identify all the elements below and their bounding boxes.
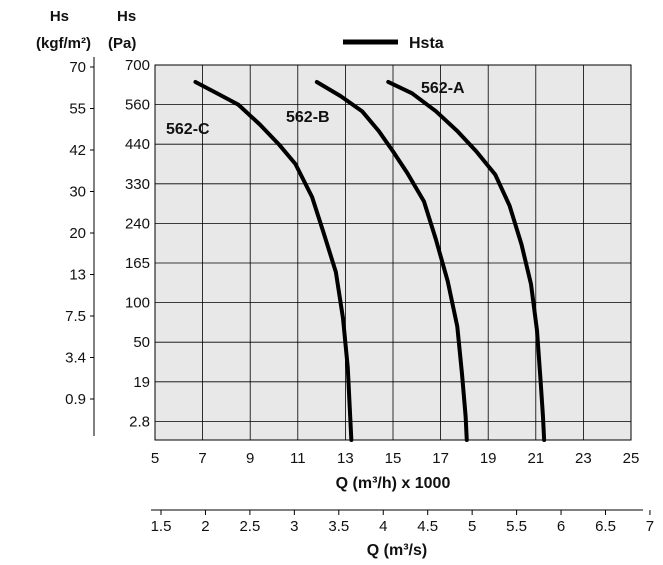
secondary-tick-label: 5 — [468, 518, 476, 535]
x-axis-label: Q (m³/h) x 1000 — [336, 475, 451, 492]
secondary-tick-label: 1.5 — [151, 518, 172, 535]
secondary-axis-ticks: 1.5 2 2.5 3 3.5 4 4.5 5 5.5 6 6.5 7 — [151, 510, 654, 535]
x-tick-label: 21 — [527, 450, 544, 467]
x-tick-label: 11 — [290, 450, 306, 467]
secondary-tick-label: 6 — [557, 518, 565, 535]
x-tick-label: 25 — [623, 450, 640, 467]
secondary-tick-label: 7 — [646, 518, 654, 535]
curve-label: 562-A — [421, 80, 465, 97]
inner-tick-label: 100 — [125, 295, 150, 312]
outer-axis-header-2: (kgf/m²) — [36, 35, 91, 52]
inner-tick-label: 2.8 — [129, 413, 150, 430]
x-tick-label: 13 — [337, 450, 354, 467]
secondary-tick-label: 2 — [201, 518, 209, 535]
outer-tick-label: 13 — [69, 267, 86, 284]
secondary-axis-label: Q (m³/s) — [367, 542, 427, 559]
inner-tick-label: 19 — [133, 374, 150, 391]
outer-tick-label: 42 — [69, 142, 86, 159]
x-tick-label: 15 — [385, 450, 402, 467]
curve-562-C — [193, 79, 354, 442]
inner-tick-label: 165 — [125, 255, 150, 272]
outer-tick-label: 3.4 — [65, 350, 86, 367]
x-axis-ticks: 5 7 9 11 13 15 17 19 21 23 25 — [151, 450, 640, 467]
inner-tick-label: 330 — [125, 176, 150, 193]
x-tick-label: 23 — [575, 450, 592, 467]
inner-axis-header-1: Hs — [117, 8, 136, 25]
outer-axis-header-1: Hs — [50, 8, 69, 25]
secondary-tick-label: 5.5 — [506, 518, 527, 535]
curves: 562-C 562-B 562-A — [166, 79, 547, 442]
x-tick-label: 19 — [480, 450, 497, 467]
curve-562-A — [386, 79, 547, 442]
outer-tick-label: 7.5 — [65, 308, 86, 325]
curve-label: 562-C — [166, 121, 210, 138]
x-tick-label: 9 — [246, 450, 254, 467]
x-tick-label: 17 — [432, 450, 449, 467]
inner-tick-label: 240 — [125, 215, 150, 232]
curve-562-B — [314, 79, 469, 442]
inner-tick-label: 700 — [125, 57, 150, 74]
outer-tick-label: 70 — [69, 59, 86, 76]
curve-label: 562-B — [286, 109, 330, 126]
inner-tick-label: 50 — [133, 334, 150, 351]
secondary-tick-label: 4 — [379, 518, 387, 535]
legend-label: Hsta — [409, 35, 444, 52]
secondary-tick-label: 4.5 — [417, 518, 438, 535]
outer-tick-label: 30 — [69, 184, 86, 201]
secondary-tick-label: 6.5 — [595, 518, 616, 535]
inner-tick-label: 440 — [125, 136, 150, 153]
x-tick-label: 5 — [151, 450, 159, 467]
secondary-tick-label: 3.5 — [328, 518, 349, 535]
outer-axis-ticks: 70 55 42 30 20 13 7.5 3.4 0.9 — [65, 59, 94, 408]
x-tick-label: 7 — [198, 450, 206, 467]
inner-axis-ticks: 700 560 440 330 240 165 100 50 19 2.8 — [125, 57, 150, 430]
secondary-tick-label: 3 — [290, 518, 298, 535]
legend: Hsta — [343, 35, 444, 52]
inner-axis-header-2: (Pa) — [108, 35, 136, 52]
secondary-tick-label: 2.5 — [239, 518, 260, 535]
inner-tick-label: 560 — [125, 97, 150, 114]
outer-tick-label: 55 — [69, 101, 86, 118]
outer-tick-label: 0.9 — [65, 391, 86, 408]
outer-tick-label: 20 — [69, 225, 86, 242]
